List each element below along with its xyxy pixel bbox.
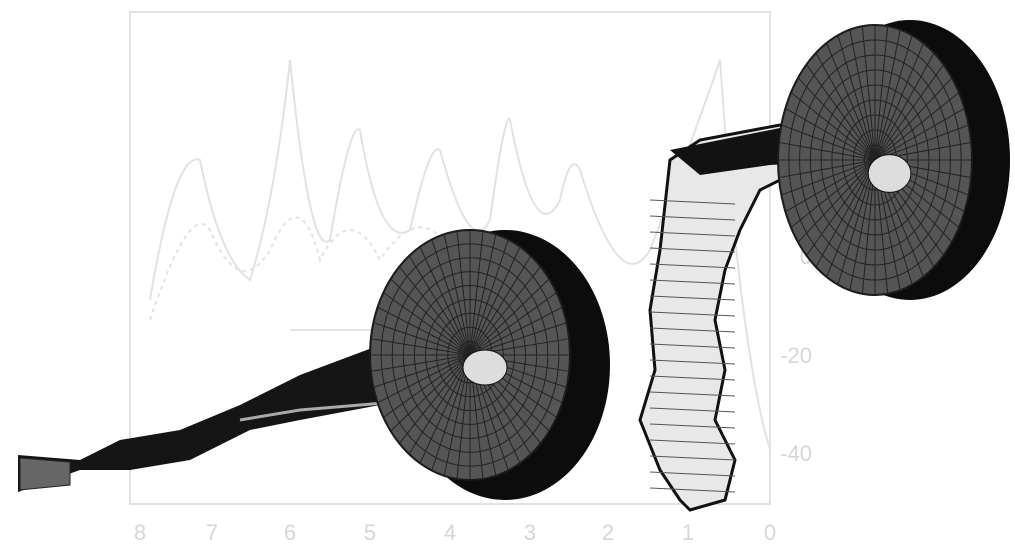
y-tick-labels: 0-20-40 xyxy=(780,244,812,466)
y-tick-label: -20 xyxy=(780,343,812,368)
x-tick-label: 6 xyxy=(284,520,296,545)
tube-mouth xyxy=(20,458,70,490)
x-tick-label: 7 xyxy=(206,520,218,545)
x-tick-label: 4 xyxy=(444,520,456,545)
disk-face xyxy=(778,25,972,295)
x-tick-label: 0 xyxy=(764,520,776,545)
disk-hub xyxy=(868,155,911,193)
x-tick-label: 2 xyxy=(602,520,614,545)
disk-hub xyxy=(463,350,507,385)
x-tick-label: 5 xyxy=(364,520,376,545)
figure: 8 7 6 5 4 3 2 1 0 0 -20 -40 xyxy=(0,0,1015,546)
disk-face xyxy=(370,230,570,480)
x-tick-label: 1 xyxy=(682,520,694,545)
x-tick-label: 3 xyxy=(524,520,536,545)
page: 876543210 0-20-40 (() => { const data = … xyxy=(0,0,1015,546)
x-tick-label: 8 xyxy=(134,520,146,545)
x-tick-labels: 8 7 6 5 4 3 2 1 0 xyxy=(134,520,776,545)
y-tick-label: -40 xyxy=(780,441,812,466)
